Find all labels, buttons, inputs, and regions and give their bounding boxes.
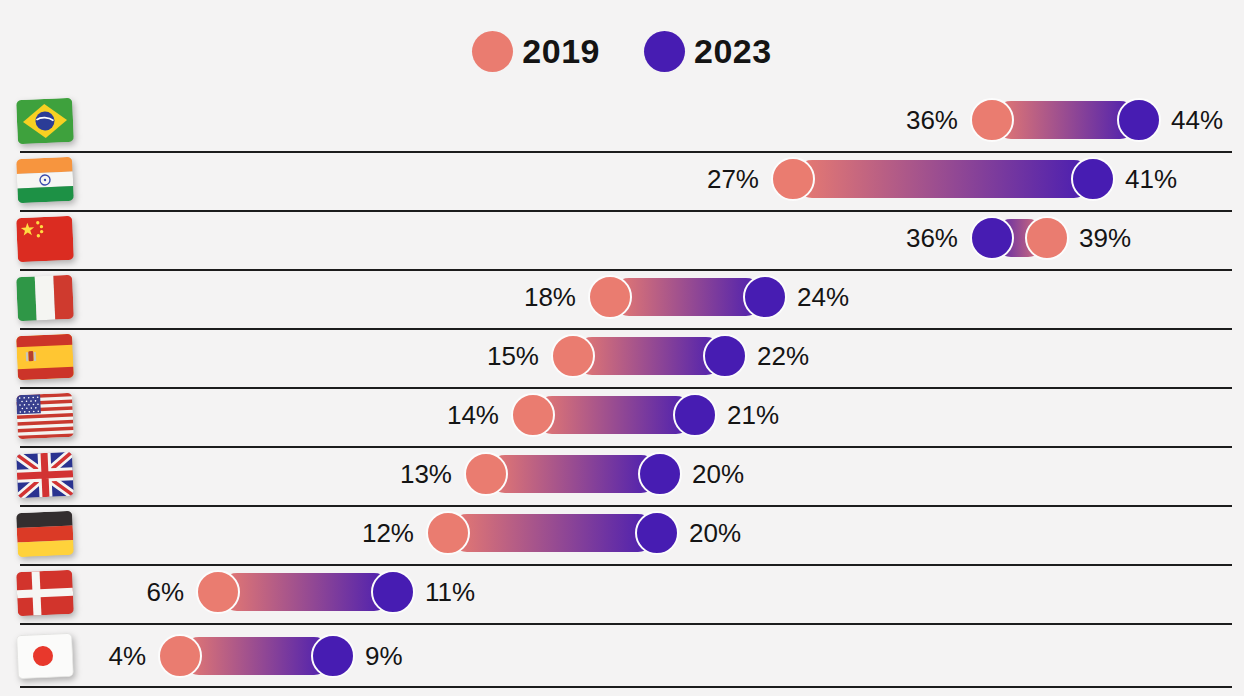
dot-2019 xyxy=(551,334,595,378)
value-label-2023: 11% xyxy=(425,576,475,608)
dumbbell-bar xyxy=(448,514,657,552)
row-uk: 13% 20% xyxy=(0,448,1244,507)
value-label-2019: 27% xyxy=(0,163,759,195)
row-india: 27% 41% xyxy=(0,153,1244,212)
legend-swatch-2019-icon xyxy=(472,31,513,72)
value-label-2023: 36% xyxy=(0,222,958,254)
value-label-2019: 13% xyxy=(0,458,452,490)
legend-swatch-2023-icon xyxy=(644,31,685,72)
legend-label-2019: 2019 xyxy=(522,32,600,71)
dot-2023 xyxy=(673,393,717,437)
value-label-2023: 41% xyxy=(1125,163,1177,195)
value-label-2019: 15% xyxy=(0,340,539,372)
dot-2023 xyxy=(371,570,415,614)
dot-2023 xyxy=(635,511,679,555)
legend-item-2023: 2023 xyxy=(644,31,772,72)
dumbbell-bar xyxy=(218,573,393,611)
dumbbell-bar xyxy=(486,455,660,493)
dot-2019 xyxy=(1025,216,1069,260)
value-label-2023: 20% xyxy=(689,517,741,549)
dot-2023 xyxy=(970,216,1014,260)
legend: 2019 2023 xyxy=(0,0,1244,94)
dot-2023 xyxy=(703,334,747,378)
value-label-2019: 18% xyxy=(0,281,576,313)
row-denmark: 6% 11% xyxy=(0,566,1244,625)
value-label-2023: 20% xyxy=(692,458,744,490)
value-label-2019: 12% xyxy=(0,517,414,549)
dot-2023 xyxy=(1117,98,1161,142)
row-china: 36% 39% xyxy=(0,212,1244,271)
row-germany: 12% 20% xyxy=(0,507,1244,566)
chart-rows: 36% 44% 27% 41% 36% 39% 18% 24% 15% 22% 14% 21% 13% 2… xyxy=(0,94,1244,688)
dot-2019 xyxy=(464,452,508,496)
value-label-2019: 39% xyxy=(1079,222,1131,254)
row-spain: 15% 22% xyxy=(0,330,1244,389)
value-label-2023: 21% xyxy=(727,399,779,431)
dumbbell-bar xyxy=(533,396,695,434)
value-label-2019: 14% xyxy=(0,399,499,431)
value-label-2019: 4% xyxy=(0,640,146,672)
row-separator xyxy=(20,686,1232,688)
legend-label-2023: 2023 xyxy=(694,32,772,71)
value-label-2023: 44% xyxy=(1171,104,1223,136)
dot-2019 xyxy=(158,634,202,678)
dot-2019 xyxy=(970,98,1014,142)
row-japan: 4% 9% xyxy=(0,625,1244,688)
legend-item-2019: 2019 xyxy=(472,31,600,72)
row-brazil: 36% 44% xyxy=(0,94,1244,153)
dot-2019 xyxy=(511,393,555,437)
row-italy: 18% 24% xyxy=(0,271,1244,330)
value-label-2023: 22% xyxy=(757,340,809,372)
value-label-2023: 9% xyxy=(365,640,403,672)
dot-2023 xyxy=(743,275,787,319)
value-label-2019: 6% xyxy=(0,576,184,608)
dot-2019 xyxy=(588,275,632,319)
dot-2019 xyxy=(196,570,240,614)
dot-2023 xyxy=(1071,157,1115,201)
dot-2019 xyxy=(771,157,815,201)
dot-2019 xyxy=(426,511,470,555)
dot-2023 xyxy=(638,452,682,496)
dot-2023 xyxy=(311,634,355,678)
dumbbell-bar xyxy=(610,278,765,316)
dumbbell-bar xyxy=(793,160,1093,198)
value-label-2023: 24% xyxy=(797,281,849,313)
value-label-2019: 36% xyxy=(0,104,958,136)
row-usa: 14% 21% xyxy=(0,389,1244,448)
